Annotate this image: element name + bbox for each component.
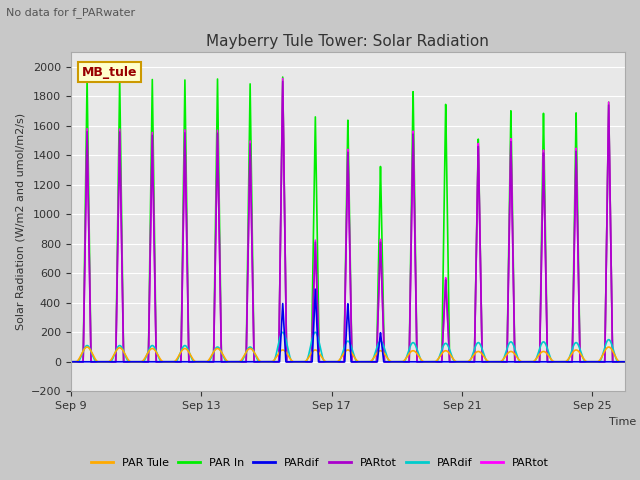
Text: MB_tule: MB_tule [82,66,138,79]
Legend: PAR Tule, PAR In, PARdif, PARtot, PARdif, PARtot: PAR Tule, PAR In, PARdif, PARtot, PARdif… [86,453,554,472]
Title: Mayberry Tule Tower: Solar Radiation: Mayberry Tule Tower: Solar Radiation [207,34,490,49]
Text: No data for f_PARwater: No data for f_PARwater [6,7,136,18]
X-axis label: Time: Time [609,417,636,427]
Y-axis label: Solar Radiation (W/m2 and umol/m2/s): Solar Radiation (W/m2 and umol/m2/s) [15,113,25,330]
